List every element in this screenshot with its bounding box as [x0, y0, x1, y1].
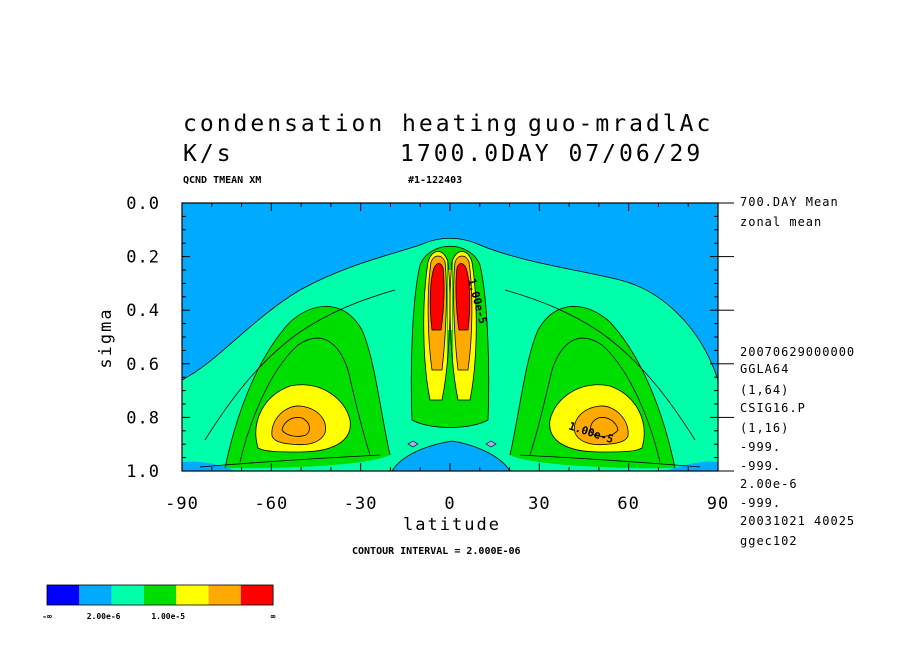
y-tick-label: 0.2 — [126, 248, 160, 268]
units-label: K/s — [183, 141, 234, 167]
x-axis-label: latitude — [403, 515, 501, 535]
x-tick-label: 90 — [707, 494, 729, 514]
run-id-label: #1-122403 — [408, 175, 462, 186]
side-note: zonal mean — [740, 215, 822, 229]
contour-fill-level-6-center-left — [430, 263, 445, 330]
y-tick-label: 0.8 — [126, 408, 160, 428]
y-axis: 0.0 0.2 0.4 0.6 0.8 1.0 — [126, 194, 734, 482]
x-axis: -90 -60 -30 0 30 60 90 — [165, 203, 729, 514]
side-note: (1,64) — [740, 383, 789, 397]
date-label: 1700.0DAY 07/06/29 — [400, 141, 703, 167]
surface-low-patch — [392, 441, 510, 471]
side-note: -999. — [740, 496, 781, 510]
side-note: -999. — [740, 440, 781, 454]
colorbar-swatch — [240, 585, 274, 605]
side-note: GGLA64 — [740, 362, 789, 376]
side-note: 700.DAY Mean — [740, 195, 839, 209]
x-tick-label: 60 — [617, 494, 639, 514]
colorbar-swatch — [143, 585, 177, 605]
y-axis-label: sigma — [96, 307, 116, 368]
side-note: 20070629000000 — [740, 345, 855, 359]
colorbar-label: ∞ — [271, 612, 276, 621]
x-tick-label: 0 — [444, 494, 455, 514]
colorbar: -∞ 2.00e-6 1.00e-5 ∞ — [42, 584, 276, 621]
side-note: ggec102 — [740, 534, 798, 548]
equatorial-gap — [447, 262, 453, 412]
colorbar-swatch — [208, 585, 241, 605]
colorbar-swatch — [47, 585, 80, 605]
colorbar-label: -∞ — [42, 612, 52, 621]
side-note: (1,16) — [740, 421, 789, 435]
contour-interval-label: CONTOUR INTERVAL = 2.000E-06 — [352, 546, 521, 557]
contour-fill-level-6-center-right — [455, 263, 470, 330]
x-tick-label: -90 — [165, 494, 199, 514]
side-note: 2.00e-6 — [740, 477, 798, 491]
contour-fill-level-5-left — [271, 405, 326, 445]
y-tick-label: 0.6 — [126, 355, 160, 375]
x-tick-label: 30 — [528, 494, 550, 514]
colorbar-frame — [46, 584, 274, 606]
colorbar-swatch — [79, 585, 112, 605]
contour-field — [182, 203, 718, 471]
y-tick-label: 0.4 — [126, 301, 160, 321]
x-tick-label: -30 — [344, 494, 378, 514]
side-note: -999. — [740, 459, 781, 473]
contour-lines — [182, 237, 718, 471]
side-note: CSIG16.P — [740, 401, 806, 415]
chart-title: condensation heating — [183, 111, 520, 137]
chart-title-right: guo-mradlAc — [528, 111, 713, 137]
side-note: 20031021 40025 — [740, 514, 855, 528]
colorbar-label: 1.00e-5 — [151, 612, 185, 621]
variable-label: QCND TMEAN XM — [183, 175, 261, 186]
colorbar-label: 2.00e-6 — [87, 612, 121, 621]
y-tick-label: 0.0 — [126, 194, 160, 214]
colorbar-swatch — [176, 585, 209, 605]
side-notes: 700.DAY Mean zonal mean 20070629000000 GGLA… — [740, 195, 855, 548]
contour-diamond-right — [485, 440, 497, 448]
x-tick-label: -60 — [254, 494, 288, 514]
contour-diamond-left — [407, 440, 419, 448]
colorbar-swatch — [111, 585, 144, 605]
contour-fill-level-5-right — [574, 405, 629, 445]
y-tick-label: 1.0 — [126, 462, 160, 482]
